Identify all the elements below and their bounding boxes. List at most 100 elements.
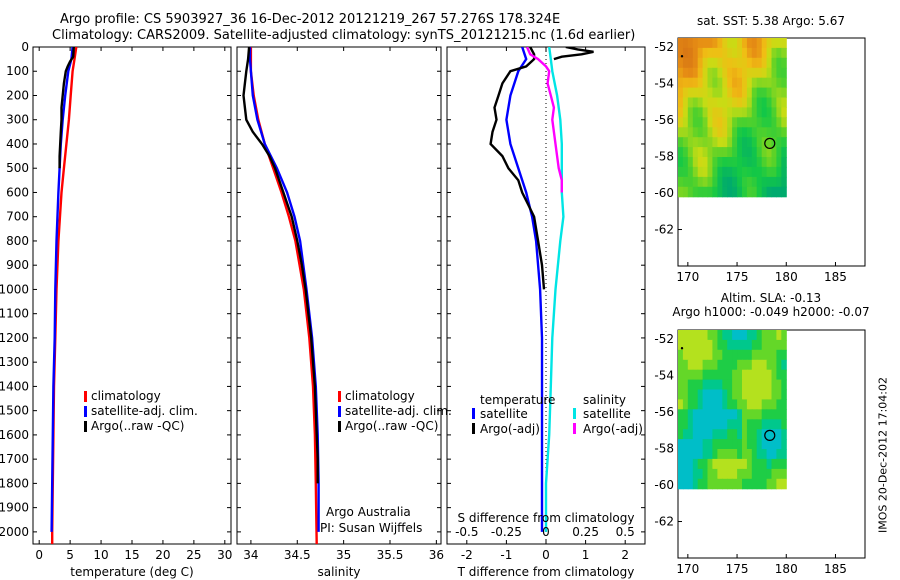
- heatmap-cell: [737, 449, 743, 460]
- heatmap-cell: [687, 389, 694, 400]
- heatmap-cell: [742, 359, 748, 371]
- heatmap-cell: [746, 359, 753, 371]
- heatmap-cell: [682, 147, 689, 158]
- heatmap-cell: [761, 186, 768, 198]
- heatmap-cell: [776, 458, 782, 470]
- heatmap-cell: [712, 389, 718, 400]
- argo-position-marker: [764, 137, 776, 149]
- heatmap-cell: [746, 409, 753, 420]
- heatmap-cell: [742, 57, 748, 69]
- heatmap-cell: [707, 478, 713, 490]
- heatmap-cell: [678, 458, 684, 470]
- xtick-label: 30: [217, 548, 232, 562]
- heatmap-cell: [702, 439, 709, 450]
- heatmap-cell: [766, 157, 773, 168]
- heatmap-cell: [766, 87, 773, 99]
- legend-swatch: [84, 421, 87, 432]
- ytick-label: -58: [654, 150, 674, 164]
- heatmap-cell: [761, 399, 768, 410]
- heatmap-cell: [717, 47, 723, 59]
- heatmap-cell: [766, 399, 773, 410]
- xtick-label: -1: [500, 548, 512, 562]
- map-heatmap-sst_map: [678, 38, 787, 198]
- heatmap-cell: [742, 97, 748, 108]
- heatmap-cell: [751, 419, 758, 430]
- heatmap-cell: [722, 176, 728, 188]
- heatmap-cell: [702, 429, 709, 440]
- heatmap-cell: [678, 330, 684, 341]
- heatmap-cell: [776, 478, 782, 490]
- heatmap-cell: [746, 57, 753, 69]
- heatmap-cell: [687, 77, 694, 89]
- heatmap-cell: [717, 176, 723, 188]
- heatmap-cell: [712, 409, 718, 420]
- heatmap-cell: [761, 478, 768, 490]
- heatmap-cell: [722, 157, 728, 168]
- heatmap-cell: [751, 157, 758, 168]
- heatmap-cell: [707, 47, 713, 59]
- legend-swatch: [472, 408, 475, 419]
- heatmap-cell: [756, 349, 763, 361]
- heatmap-cell: [742, 330, 748, 341]
- heatmap-cell: [717, 57, 723, 69]
- heatmap-cell: [712, 166, 718, 178]
- heatmap-cell: [712, 349, 718, 361]
- heatmap-cell: [737, 359, 743, 371]
- heatmap-cell: [732, 97, 738, 108]
- heatmap-cell: [781, 157, 787, 168]
- x2tick-label: -0.25: [491, 525, 522, 539]
- heatmap-cell: [742, 468, 748, 480]
- heatmap-cell: [702, 359, 709, 371]
- heatmap-cell: [678, 478, 684, 490]
- xtick-label: 36: [429, 548, 444, 562]
- heatmap-cell: [697, 349, 704, 361]
- heatmap-cell: [717, 97, 723, 108]
- heatmap-cell: [707, 157, 713, 168]
- heatmap-cell: [682, 67, 689, 79]
- ytick-label: 1800: [0, 476, 29, 490]
- heatmap-cell: [692, 458, 699, 470]
- heatmap-cell: [697, 369, 704, 381]
- heatmap-cell: [702, 57, 709, 69]
- heatmap-cell: [742, 176, 748, 188]
- xtick-label: 34: [243, 548, 258, 562]
- heatmap-cell: [722, 57, 728, 69]
- heatmap-cell: [702, 157, 709, 168]
- heatmap-cell: [727, 67, 733, 79]
- heatmap-cell: [727, 97, 733, 108]
- heatmap-cell: [712, 330, 718, 341]
- heatmap-cell: [766, 38, 773, 49]
- heatmap-cell: [702, 147, 709, 158]
- ytick-label: -54: [654, 369, 674, 383]
- heatmap-cell: [687, 67, 694, 79]
- legend-group-title: temperature: [480, 393, 555, 407]
- heatmap-cell: [712, 379, 718, 391]
- heatmap-cell: [717, 359, 723, 371]
- heatmap-cell: [776, 157, 782, 168]
- ytick-label: -62: [654, 223, 674, 237]
- heatmap-cell: [678, 147, 684, 158]
- heatmap-cell: [732, 449, 738, 460]
- heatmap-cell: [751, 389, 758, 400]
- heatmap-cell: [761, 458, 768, 470]
- heatmap-cell: [682, 478, 689, 490]
- heatmap-cell: [687, 117, 694, 128]
- heatmap-cell: [776, 57, 782, 69]
- heatmap-cell: [722, 409, 728, 420]
- heatmap-cell: [776, 176, 782, 188]
- heatmap-cell: [682, 379, 689, 391]
- heatmap-cell: [722, 429, 728, 440]
- heatmap-cell: [776, 468, 782, 480]
- ytick-label: 600: [6, 185, 29, 199]
- heatmap-cell: [682, 468, 689, 480]
- heatmap-cell: [697, 127, 704, 138]
- heatmap-cell: [692, 87, 699, 99]
- heatmap-cell: [712, 439, 718, 450]
- heatmap-cell: [751, 47, 758, 59]
- heatmap-cell: [707, 349, 713, 361]
- heatmap-cell: [742, 147, 748, 158]
- heatmap-cell: [732, 166, 738, 178]
- heatmap-cell: [692, 38, 699, 49]
- heatmap-cell: [771, 419, 777, 430]
- heatmap-cell: [697, 379, 704, 391]
